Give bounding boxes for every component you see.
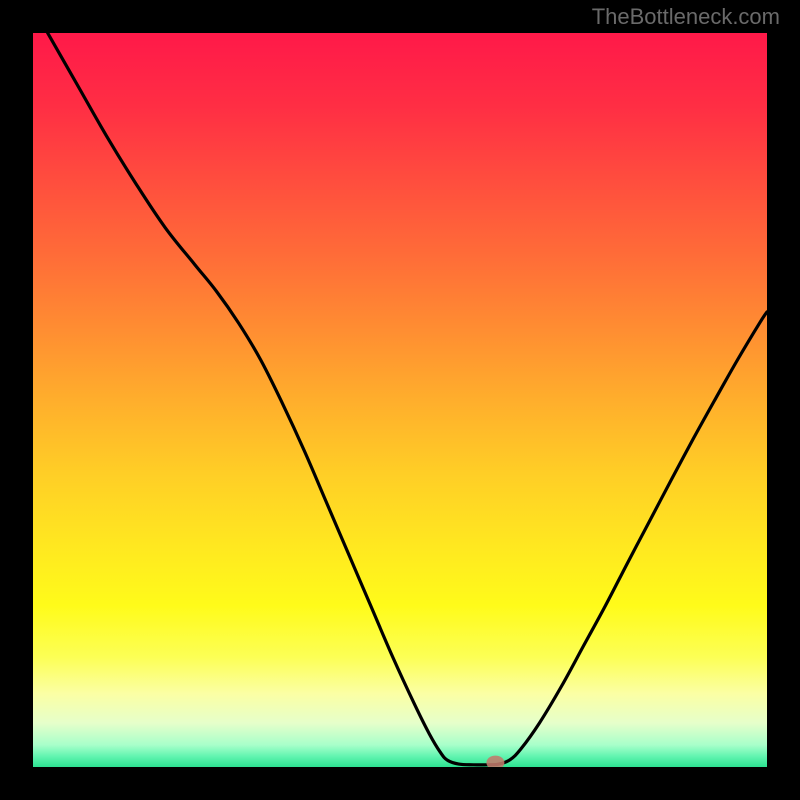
chart-svg <box>33 33 767 767</box>
optimal-point-marker <box>486 756 504 767</box>
watermark-text: TheBottleneck.com <box>592 4 780 30</box>
bottleneck-curve <box>48 33 767 765</box>
plot-area <box>33 33 767 767</box>
